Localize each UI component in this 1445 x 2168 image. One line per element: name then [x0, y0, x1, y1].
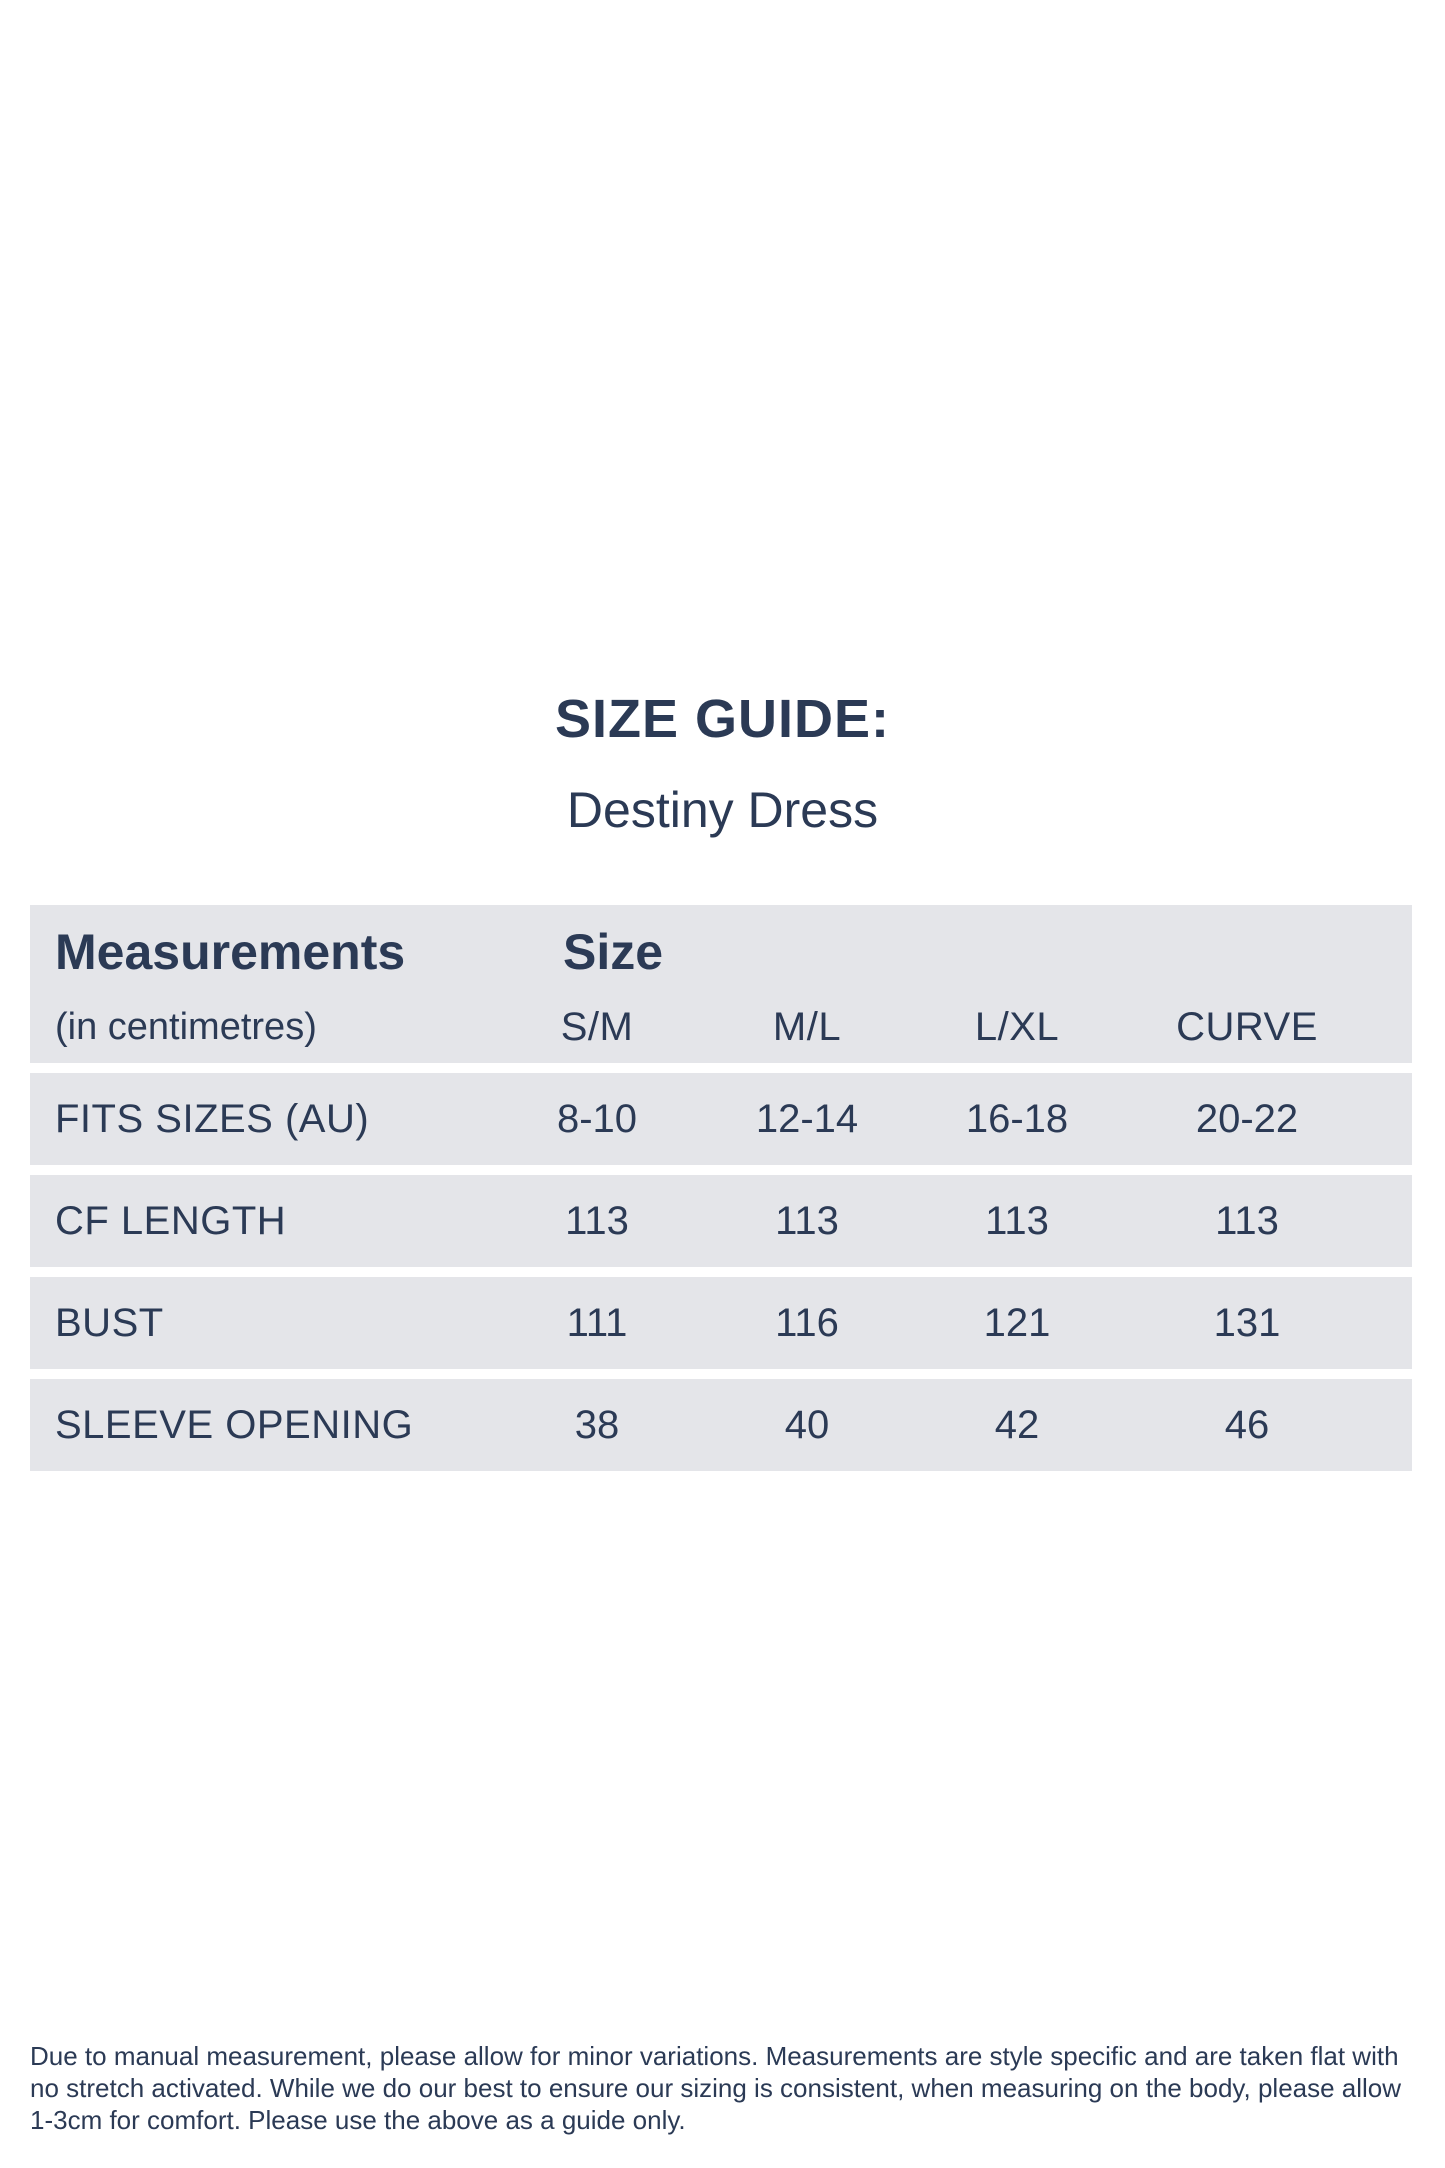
cell-value: 113 — [775, 1198, 839, 1243]
row-label: BUST — [55, 1300, 164, 1345]
table-row-cf-length: CF LENGTH 113 113 113 113 — [30, 1175, 1412, 1267]
measurements-title: Measurements — [55, 924, 406, 980]
cell-value: 16-18 — [965, 1096, 1069, 1141]
size-label-sm: S/M — [560, 1005, 634, 1049]
page-title: SIZE GUIDE: — [554, 689, 891, 749]
product-name: Destiny Dress — [566, 782, 879, 838]
row-label: CF LENGTH — [55, 1198, 287, 1243]
cell-value: 38 — [574, 1402, 620, 1447]
table-row-fits-sizes: FITS SIZES (AU) 8-10 12-14 16-18 20-22 — [30, 1073, 1412, 1165]
size-guide-table: Measurements (in centimetres) Size S/M M… — [30, 905, 1412, 1471]
size-header-cell-curve: CURVE — [1122, 905, 1372, 1063]
size-label-ml: M/L — [772, 1005, 842, 1049]
cell-value: 116 — [775, 1300, 839, 1345]
disclaimer-line-3: 1-3cm for comfort. Please use the above … — [30, 2105, 686, 2135]
table-header-row: Measurements (in centimetres) Size S/M M… — [30, 905, 1412, 1063]
table-row-bust: BUST 111 116 121 131 — [30, 1277, 1412, 1369]
cell-value: 8-10 — [556, 1096, 638, 1141]
size-label-lxl: L/XL — [974, 1005, 1060, 1049]
size-header-cell-lxl: L/XL — [912, 905, 1122, 1063]
cell-value: 131 — [1213, 1300, 1281, 1345]
row-label: FITS SIZES (AU) — [55, 1096, 370, 1141]
table-row-sleeve-opening: SLEEVE OPENING 38 40 42 46 — [30, 1379, 1412, 1471]
cell-value: 40 — [784, 1402, 830, 1447]
size-header-cell-sm: Size S/M — [492, 905, 702, 1063]
cell-value: 121 — [983, 1300, 1051, 1345]
disclaimer-line-2: no stretch activated. While we do our be… — [30, 2073, 1402, 2103]
size-title: Size — [563, 924, 664, 980]
cell-value: 46 — [1224, 1402, 1270, 1447]
cell-value: 20-22 — [1195, 1096, 1299, 1141]
row-label: SLEEVE OPENING — [55, 1402, 414, 1447]
cell-value: 113 — [985, 1198, 1049, 1243]
cell-value: 12-14 — [755, 1096, 859, 1141]
cell-value: 113 — [1215, 1198, 1279, 1243]
cell-value: 113 — [565, 1198, 629, 1243]
measurements-header-cell: Measurements (in centimetres) — [55, 905, 492, 1063]
size-header-cell-ml: M/L — [702, 905, 912, 1063]
cell-value: 111 — [566, 1300, 628, 1345]
disclaimer-line-1: Due to manual measurement, please allow … — [30, 2041, 1399, 2071]
size-label-curve: CURVE — [1176, 1005, 1318, 1049]
cell-value: 42 — [994, 1402, 1040, 1447]
disclaimer-text: Due to manual measurement, please allow … — [30, 2040, 1420, 2136]
measurements-unit: (in centimetres) — [55, 1006, 317, 1048]
